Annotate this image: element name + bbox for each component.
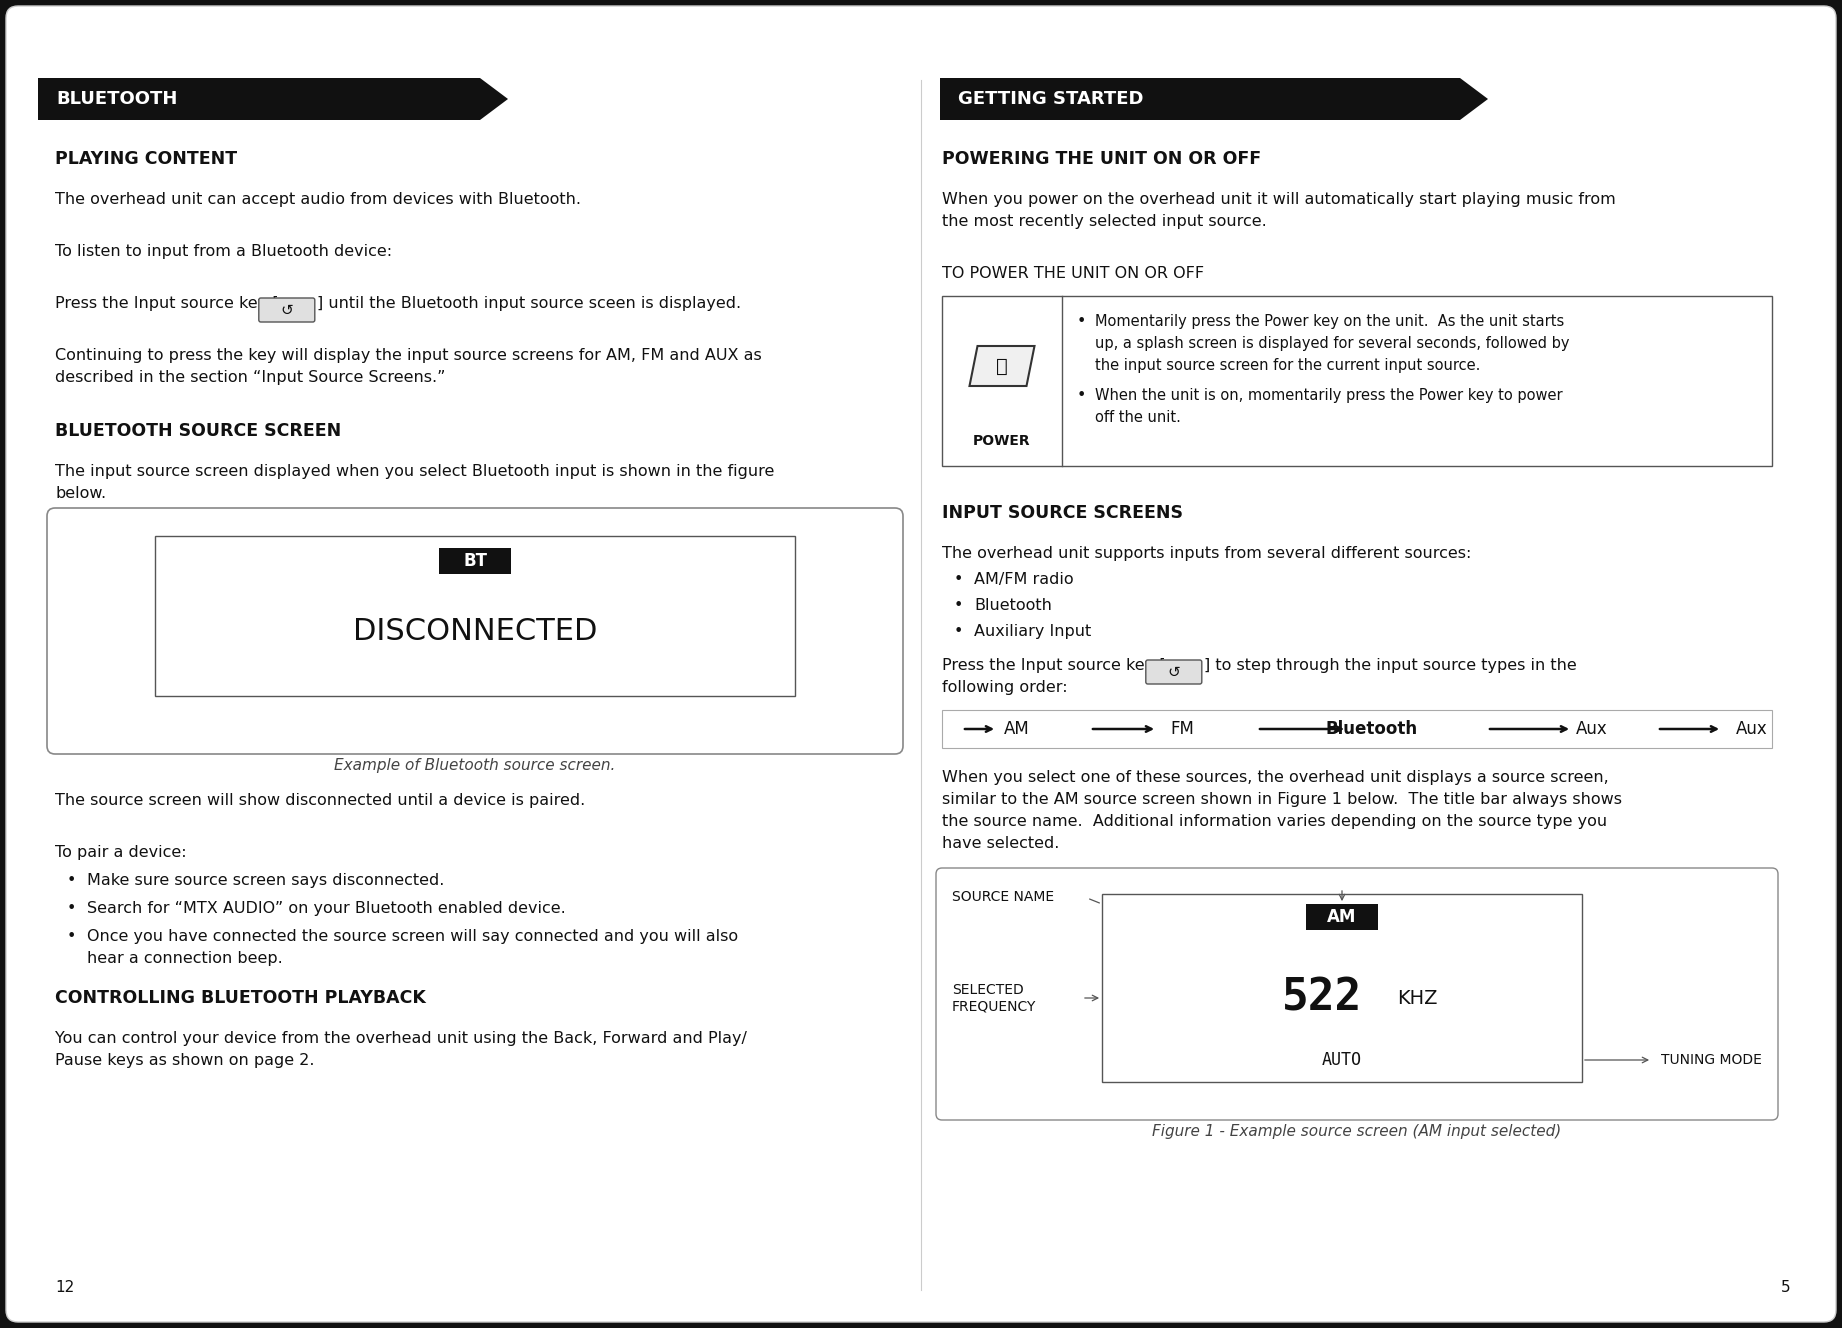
Text: below.: below. [55,486,107,501]
Text: POWER: POWER [973,434,1032,448]
Text: similar to the AM source screen shown in Figure 1 below.  The title bar always s: similar to the AM source screen shown in… [941,791,1623,807]
Text: When you power on the overhead unit it will automatically start playing music fr: When you power on the overhead unit it w… [941,193,1615,207]
Text: ↺: ↺ [280,303,293,317]
Text: ] to step through the input source types in the: ] to step through the input source types… [1205,657,1577,673]
Text: •: • [66,930,76,944]
Text: AUTO: AUTO [1323,1050,1361,1069]
Text: POWERING THE UNIT ON OR OFF: POWERING THE UNIT ON OR OFF [941,150,1262,169]
FancyBboxPatch shape [1146,660,1201,684]
Text: following order:: following order: [941,680,1068,695]
Text: 522: 522 [1282,976,1361,1020]
Text: 12: 12 [55,1280,74,1295]
Text: CONTROLLING BLUETOOTH PLAYBACK: CONTROLLING BLUETOOTH PLAYBACK [55,989,426,1007]
Text: When you select one of these sources, the overhead unit displays a source screen: When you select one of these sources, th… [941,770,1608,785]
Text: AM: AM [1328,908,1358,926]
Text: Momentarily press the Power key on the unit.  As the unit starts: Momentarily press the Power key on the u… [1094,313,1564,329]
Bar [1306,904,1378,930]
Text: ⏻: ⏻ [997,356,1008,376]
Text: •: • [954,572,963,587]
Text: •: • [1078,388,1087,402]
Text: DISCONNECTED: DISCONNECTED [354,616,597,645]
Text: The overhead unit can accept audio from devices with Bluetooth.: The overhead unit can accept audio from … [55,193,580,207]
Text: SELECTED
FREQUENCY: SELECTED FREQUENCY [952,983,1037,1013]
Text: FM: FM [1170,720,1194,738]
Text: GETTING STARTED: GETTING STARTED [958,90,1144,108]
Text: •: • [66,872,76,888]
Bar [1102,894,1582,1082]
Text: the source name.  Additional information varies depending on the source type you: the source name. Additional information … [941,814,1606,829]
Text: AM: AM [1004,720,1030,738]
Text: The input source screen displayed when you select Bluetooth input is shown in th: The input source screen displayed when y… [55,463,774,479]
Text: Aux: Aux [1577,720,1608,738]
FancyBboxPatch shape [6,7,1836,1321]
Polygon shape [939,78,1488,120]
Text: ] until the Bluetooth input source sceen is displayed.: ] until the Bluetooth input source sceen… [317,296,740,311]
Bar [941,296,1772,466]
FancyBboxPatch shape [936,869,1778,1120]
Text: TO POWER THE UNIT ON OR OFF: TO POWER THE UNIT ON OR OFF [941,266,1205,282]
Text: hear a connection beep.: hear a connection beep. [87,951,284,965]
Text: AM/FM radio: AM/FM radio [974,572,1074,587]
Bar [941,710,1772,748]
Text: Bluetooth: Bluetooth [974,598,1052,614]
Text: When the unit is on, momentarily press the Power key to power: When the unit is on, momentarily press t… [1094,388,1562,402]
Text: The source screen will show disconnected until a device is paired.: The source screen will show disconnected… [55,793,586,807]
Text: •: • [1078,313,1087,329]
Text: To listen to input from a Bluetooth device:: To listen to input from a Bluetooth devi… [55,244,392,259]
Text: the input source screen for the current input source.: the input source screen for the current … [1094,359,1481,373]
Polygon shape [969,347,1035,386]
Text: To pair a device:: To pair a device: [55,845,186,861]
Text: ↺: ↺ [1168,664,1181,680]
Text: •: • [954,598,963,614]
Text: BLUETOOTH: BLUETOOTH [55,90,177,108]
Text: Search for “MTX AUDIO” on your Bluetooth enabled device.: Search for “MTX AUDIO” on your Bluetooth… [87,900,565,916]
Text: the most recently selected input source.: the most recently selected input source. [941,214,1267,228]
Text: KHZ: KHZ [1396,988,1437,1008]
Text: BT: BT [462,552,486,570]
Text: Aux: Aux [1737,720,1768,738]
Bar [155,537,796,696]
Text: described in the section “Input Source Screens.”: described in the section “Input Source S… [55,371,446,385]
Text: off the unit.: off the unit. [1094,410,1181,425]
Text: Auxiliary Input: Auxiliary Input [974,624,1090,639]
Text: Continuing to press the key will display the input source screens for AM, FM and: Continuing to press the key will display… [55,348,763,363]
Text: BLUETOOTH SOURCE SCREEN: BLUETOOTH SOURCE SCREEN [55,422,341,440]
Text: Press the Input source key [: Press the Input source key [ [55,296,278,311]
Text: PLAYING CONTENT: PLAYING CONTENT [55,150,238,169]
FancyBboxPatch shape [258,297,315,321]
Text: have selected.: have selected. [941,837,1059,851]
Text: Once you have connected the source screen will say connected and you will also: Once you have connected the source scree… [87,930,739,944]
Text: INPUT SOURCE SCREENS: INPUT SOURCE SCREENS [941,505,1183,522]
Text: up, a splash screen is displayed for several seconds, followed by: up, a splash screen is displayed for sev… [1094,336,1569,351]
Text: You can control your device from the overhead unit using the Back, Forward and P: You can control your device from the ove… [55,1031,746,1046]
Text: Example of Bluetooth source screen.: Example of Bluetooth source screen. [333,758,615,773]
Bar [438,548,510,574]
Polygon shape [39,78,508,120]
Text: Pause keys as shown on page 2.: Pause keys as shown on page 2. [55,1053,315,1068]
Text: •: • [66,900,76,916]
Text: Make sure source screen says disconnected.: Make sure source screen says disconnecte… [87,872,444,888]
FancyBboxPatch shape [48,509,903,754]
Text: SOURCE NAME: SOURCE NAME [952,890,1054,904]
Text: 5: 5 [1781,1280,1790,1295]
Text: •: • [954,624,963,639]
Text: The overhead unit supports inputs from several different sources:: The overhead unit supports inputs from s… [941,546,1472,560]
Text: Bluetooth: Bluetooth [1326,720,1418,738]
Text: Press the Input source key [: Press the Input source key [ [941,657,1166,673]
Text: Figure 1 - Example source screen (AM input selected): Figure 1 - Example source screen (AM inp… [1153,1123,1562,1139]
Text: TUNING MODE: TUNING MODE [1661,1053,1763,1066]
